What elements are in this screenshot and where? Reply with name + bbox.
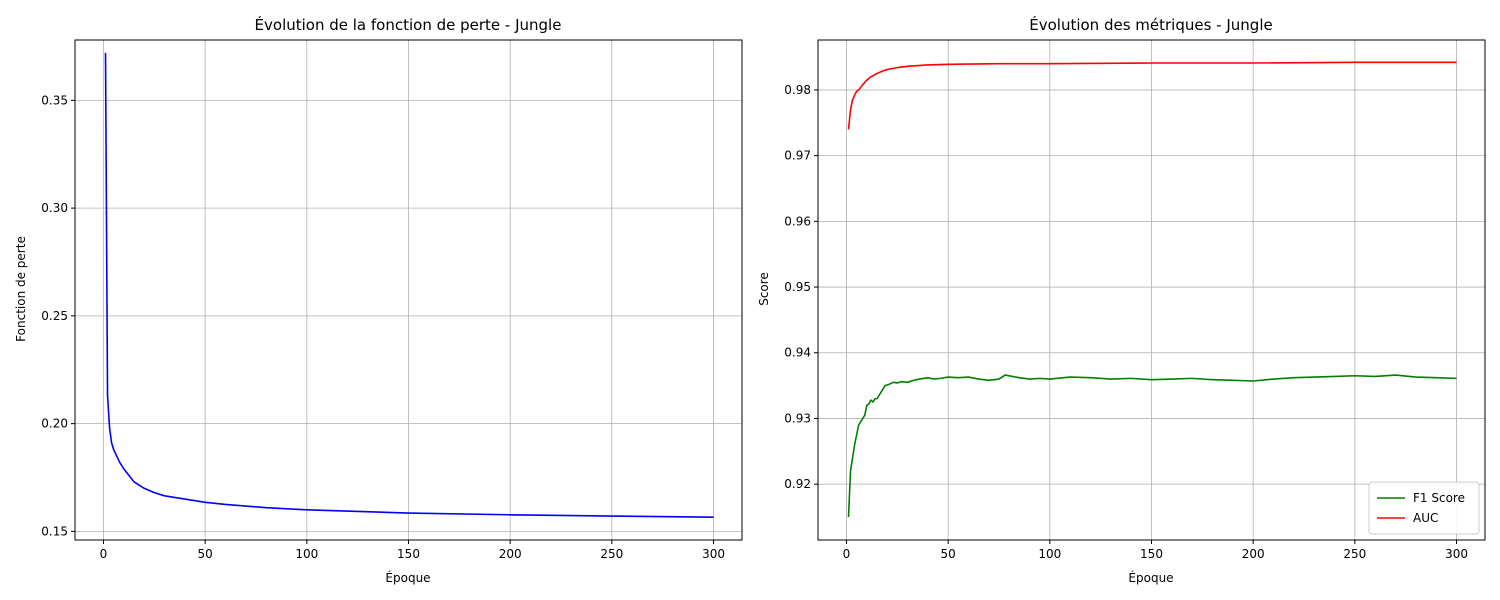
y-tick-label: 0.15 <box>41 524 68 538</box>
y-tick-label: 0.94 <box>784 346 811 360</box>
y-tick-label: 0.96 <box>784 214 811 228</box>
y-tick-label: 0.97 <box>784 149 811 163</box>
metrics-chart-series <box>847 61 1457 518</box>
metrics-chart-legend: F1 Score AUC <box>1368 481 1480 535</box>
f1-score-line <box>847 374 1457 518</box>
x-tick-label: 300 <box>1445 547 1468 561</box>
x-tick-label: 100 <box>1038 547 1061 561</box>
y-tick-label: 0.35 <box>41 93 68 107</box>
metrics-chart-ylabel: Score <box>757 272 771 306</box>
loss-line <box>104 52 714 518</box>
x-tick-label: 100 <box>295 547 318 561</box>
x-tick-label: 50 <box>941 547 956 561</box>
legend-box <box>1368 481 1480 535</box>
legend-label: AUC <box>1413 511 1438 525</box>
loss-chart-frame <box>74 39 743 541</box>
x-tick-label: 200 <box>1242 547 1265 561</box>
loss-chart: Évolution de la fonction de perte - Jung… <box>14 15 743 585</box>
metrics-chart-frame <box>817 39 1486 541</box>
y-tick-label: 0.20 <box>41 417 68 431</box>
metrics-chart-xlabel: Époque <box>1128 570 1173 585</box>
y-tick-label: 0.92 <box>784 477 811 491</box>
x-tick-label: 150 <box>397 547 420 561</box>
y-tick-label: 0.98 <box>784 83 811 97</box>
metrics-chart-ticks: 0 50 100 150 200 250 300 0.92 0.93 0.94 0.95 0.96 0.… <box>784 83 1468 561</box>
loss-chart-grid <box>75 40 742 540</box>
legend-label: F1 Score <box>1413 491 1465 505</box>
y-tick-label: 0.95 <box>784 280 811 294</box>
y-tick-label: 0.25 <box>41 309 68 323</box>
metrics-chart: Évolution des métriques - Jungle Époque … <box>757 15 1486 585</box>
x-tick-label: 0 <box>100 547 108 561</box>
loss-chart-title: Évolution de la fonction de perte - Jung… <box>255 15 562 34</box>
loss-chart-ylabel: Fonction de perte <box>14 236 28 342</box>
metrics-chart-grid <box>818 40 1485 540</box>
x-tick-label: 200 <box>499 547 522 561</box>
x-tick-label: 300 <box>702 547 725 561</box>
x-tick-label: 0 <box>843 547 851 561</box>
loss-chart-series <box>104 52 714 518</box>
x-tick-label: 150 <box>1140 547 1163 561</box>
auc-line <box>847 61 1457 130</box>
loss-chart-ticks: 0 50 100 150 200 250 300 0.15 0.20 0.25 0.30 0.35 <box>41 93 725 561</box>
metrics-chart-title: Évolution des métriques - Jungle <box>1029 15 1272 34</box>
y-tick-label: 0.93 <box>784 411 811 425</box>
y-tick-label: 0.30 <box>41 201 68 215</box>
x-tick-label: 250 <box>1343 547 1366 561</box>
loss-chart-xlabel: Époque <box>385 570 430 585</box>
x-tick-label: 50 <box>198 547 213 561</box>
x-tick-label: 250 <box>600 547 623 561</box>
